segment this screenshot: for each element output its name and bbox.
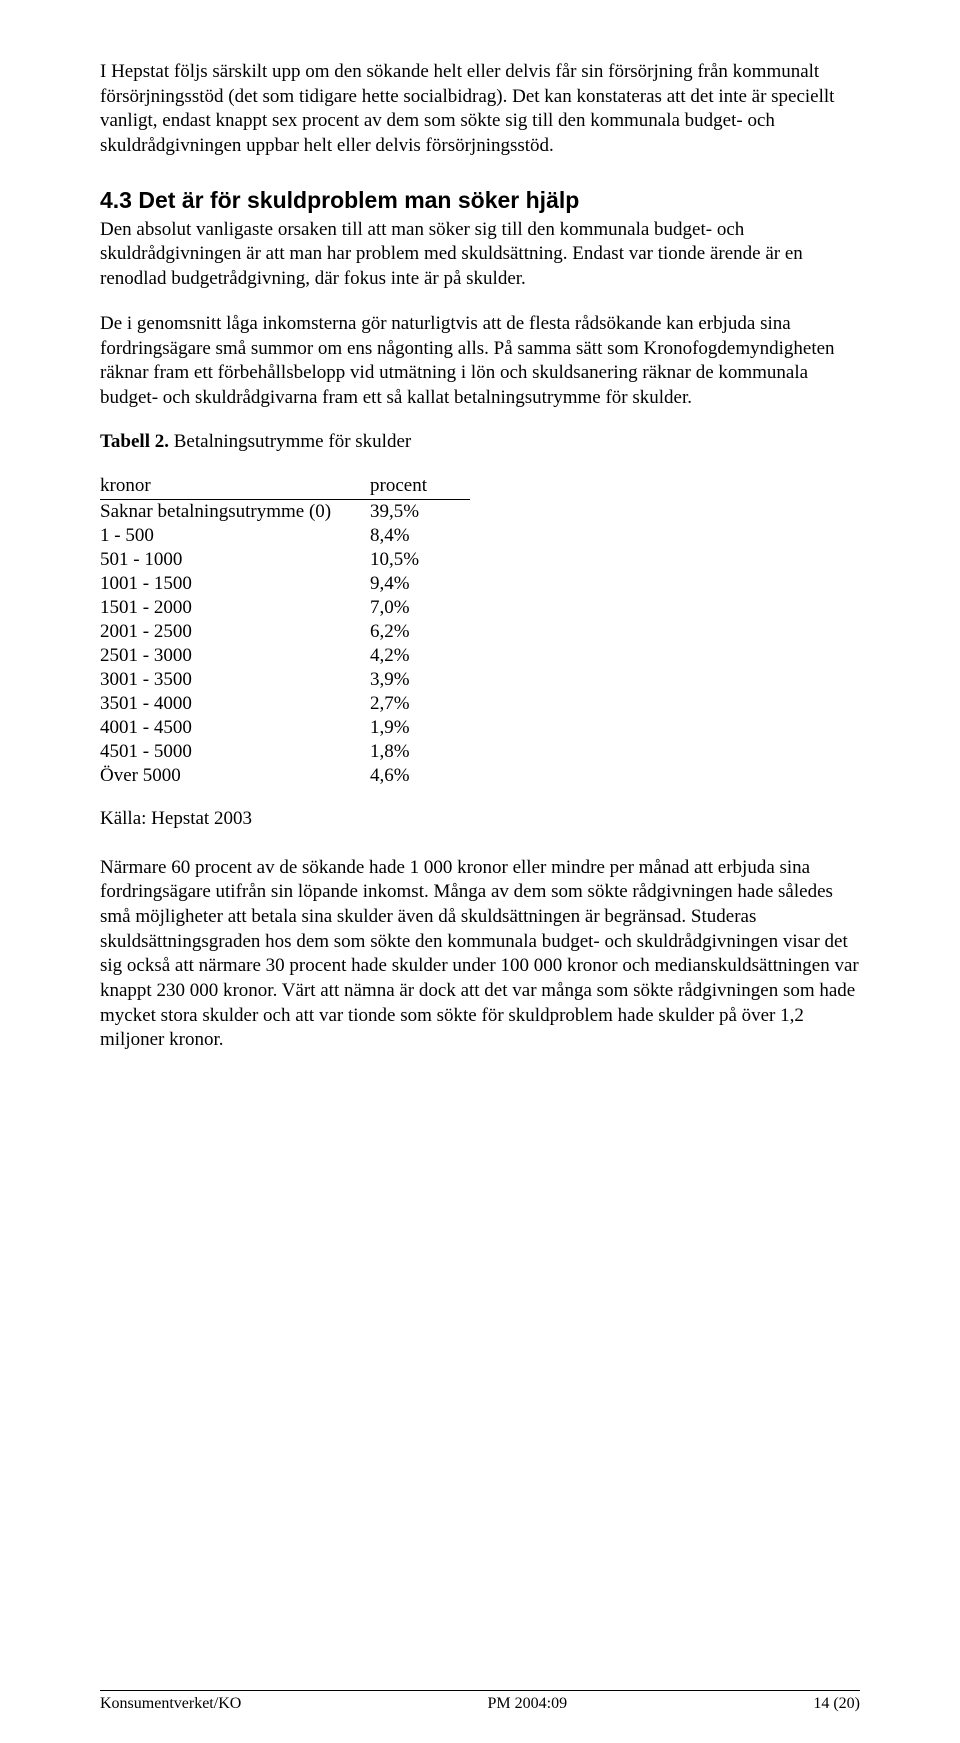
table-header-kronor: kronor [100, 473, 370, 500]
table-cell-label: 4001 - 4500 [100, 716, 370, 740]
table-cell-value: 1,9% [370, 716, 470, 740]
table-row: 2501 - 3000 4,2% [100, 644, 470, 668]
page-footer: Konsumentverket/KO PM 2004:09 14 (20) [100, 1690, 860, 1713]
table-cell-value: 1,8% [370, 740, 470, 764]
table-cell-value: 8,4% [370, 524, 470, 548]
table-cell-label: 501 - 1000 [100, 548, 370, 572]
paragraph-3: De i genomsnitt låga inkomsterna gör nat… [100, 312, 860, 411]
table-title-rest: Betalningsutrymme för skulder [169, 431, 411, 452]
table-row: 501 - 1000 10,5% [100, 548, 470, 572]
table-cell-value: 39,5% [370, 499, 470, 524]
table-row: 3001 - 3500 3,9% [100, 668, 470, 692]
table-row: 4001 - 4500 1,9% [100, 716, 470, 740]
table-cell-label: Över 5000 [100, 764, 370, 788]
data-table: kronor procent Saknar betalningsutrymme … [100, 473, 470, 788]
table-cell-label: 1 - 500 [100, 524, 370, 548]
table-cell-value: 7,0% [370, 596, 470, 620]
footer-right: 14 (20) [813, 1695, 860, 1713]
paragraph-4: Närmare 60 procent av de sökande hade 1 … [100, 856, 860, 1054]
table-header-row: kronor procent [100, 473, 470, 500]
paragraph-2: Den absolut vanligaste orsaken till att … [100, 218, 860, 292]
table-title-bold: Tabell 2. [100, 431, 169, 452]
table-row: 1001 - 1500 9,4% [100, 572, 470, 596]
table-title: Tabell 2. Betalningsutrymme för skulder [100, 431, 860, 453]
table-cell-label: 2501 - 3000 [100, 644, 370, 668]
table-cell-value: 10,5% [370, 548, 470, 572]
table-cell-value: 4,2% [370, 644, 470, 668]
table-cell-label: 3001 - 3500 [100, 668, 370, 692]
table-cell-label: 3501 - 4000 [100, 692, 370, 716]
table-cell-value: 9,4% [370, 572, 470, 596]
table-row: 1 - 500 8,4% [100, 524, 470, 548]
footer-center: PM 2004:09 [488, 1695, 568, 1713]
table-cell-label: 2001 - 2500 [100, 620, 370, 644]
table-row: 4501 - 5000 1,8% [100, 740, 470, 764]
paragraph-1: I Hepstat följs särskilt upp om den söka… [100, 60, 860, 159]
table-cell-value: 2,7% [370, 692, 470, 716]
table-cell-label: Saknar betalningsutrymme (0) [100, 499, 370, 524]
table-header-procent: procent [370, 473, 470, 500]
table-cell-value: 3,9% [370, 668, 470, 692]
footer-left: Konsumentverket/KO [100, 1695, 241, 1713]
table-source: Källa: Hepstat 2003 [100, 808, 860, 830]
table-cell-label: 4501 - 5000 [100, 740, 370, 764]
table-cell-label: 1001 - 1500 [100, 572, 370, 596]
table-cell-value: 4,6% [370, 764, 470, 788]
table-row: 2001 - 2500 6,2% [100, 620, 470, 644]
table-row: 1501 - 2000 7,0% [100, 596, 470, 620]
table-row: 3501 - 4000 2,7% [100, 692, 470, 716]
document-page: I Hepstat följs särskilt upp om den söka… [0, 0, 960, 1743]
table-cell-value: 6,2% [370, 620, 470, 644]
table-row: Över 5000 4,6% [100, 764, 470, 788]
table-row: Saknar betalningsutrymme (0) 39,5% [100, 499, 470, 524]
table-cell-label: 1501 - 2000 [100, 596, 370, 620]
section-heading: 4.3 Det är för skuldproblem man söker hj… [100, 187, 860, 214]
